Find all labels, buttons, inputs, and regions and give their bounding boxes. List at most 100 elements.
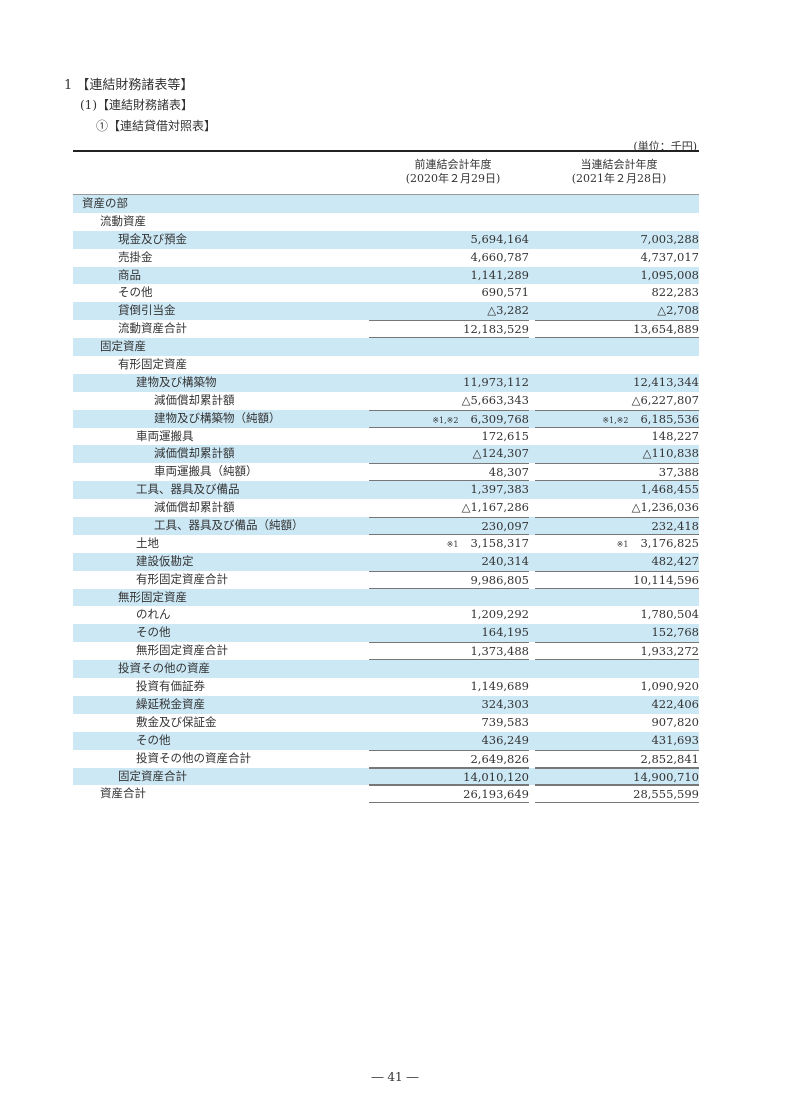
table-row: 繰延税金資産 324,303 422,406: [73, 695, 699, 714]
table-row: 工具、器具及び備品（純額） 230,097 232,418: [73, 517, 699, 535]
column-header-prev: 前連結会計年度 (2020年２月29日): [373, 158, 533, 186]
value-prev: 12,183,529: [369, 320, 529, 339]
row-label: その他: [136, 732, 171, 747]
value-curr: 1,780,504: [535, 606, 699, 624]
amount: 422,406: [651, 696, 699, 711]
value-curr: 10,114,596: [535, 570, 699, 589]
amount: △2,708: [657, 303, 699, 318]
value-curr: 1,090,920: [535, 678, 699, 696]
value-curr: 152,768: [535, 624, 699, 642]
amount: 48,307: [488, 465, 529, 480]
value-prev: 1,141,289: [369, 267, 529, 285]
value-prev: △5,663,343: [369, 392, 529, 410]
value-prev: 324,303: [369, 696, 529, 714]
amount: 1,933,272: [640, 644, 699, 659]
table-row: 流動資産合計 12,183,529 13,654,889: [73, 320, 699, 339]
value-curr: 12,413,344: [535, 374, 699, 392]
table-body: 資産の部 流動資産 現金及び預金 5,694,164 7,003,288 売掛金 4,660…: [73, 195, 699, 804]
table-row: 資産合計 26,193,649 28,555,599: [73, 785, 699, 804]
amount: 431,693: [651, 732, 699, 747]
table-row: 無形固定資産合計 1,373,488 1,933,272: [73, 642, 699, 661]
amount: △124,307: [472, 446, 529, 461]
footnote-mark: ※1: [616, 539, 629, 549]
amount: △1,236,036: [631, 500, 699, 515]
table-row: その他 436,249 431,693: [73, 731, 699, 750]
value-curr: △1,236,036: [535, 499, 699, 517]
value-prev: △1,167,286: [369, 499, 529, 517]
amount: 232,418: [651, 519, 699, 534]
page-number: ― 41 ―: [371, 1070, 419, 1084]
value-prev: 11,973,112: [369, 374, 529, 392]
value-curr: 37,388: [535, 463, 699, 482]
table-row: 車両運搬具 172,615 148,227: [73, 428, 699, 446]
amount: 1,141,289: [470, 267, 529, 282]
amount: 14,010,120: [463, 769, 529, 784]
row-label: 工具、器具及び備品: [136, 482, 240, 497]
amount: 3,158,317: [470, 535, 529, 550]
amount: △3,282: [487, 303, 529, 318]
table-row: 建物及び構築物 11,973,112 12,413,344: [73, 373, 699, 392]
footnote-mark: ※1,※2: [432, 415, 459, 425]
amount: 28,555,599: [633, 787, 699, 802]
amount: 9,986,805: [470, 572, 529, 587]
row-label: 減価償却累計額: [154, 446, 235, 461]
value-prev: [369, 660, 529, 678]
amount: 1,468,455: [640, 482, 699, 497]
value-prev: 5,694,164: [369, 231, 529, 249]
value-curr: 7,003,288: [535, 231, 699, 249]
row-label: 車両運搬具: [136, 428, 194, 443]
value-curr: [535, 338, 699, 356]
value-prev: 690,571: [369, 284, 529, 302]
value-prev: 9,986,805: [369, 570, 529, 589]
table-row: 投資有価証券 1,149,689 1,090,920: [73, 678, 699, 696]
row-label: 貸倒引当金: [118, 303, 176, 318]
amount: 1,095,008: [640, 267, 699, 282]
table-row: 減価償却累計額 △124,307 △110,838: [73, 445, 699, 464]
amount: 4,660,787: [470, 249, 529, 264]
value-prev: [369, 338, 529, 356]
amount: 3,176,825: [640, 535, 699, 550]
value-curr: 28,555,599: [535, 785, 699, 804]
column-date: (2020年２月29日): [405, 172, 501, 185]
value-prev: 230,097: [369, 517, 529, 535]
row-label: 敷金及び保証金: [136, 714, 217, 729]
amount: △110,838: [642, 446, 699, 461]
value-prev: 240,314: [369, 553, 529, 571]
unit-label: (単位：千円): [633, 140, 697, 153]
value-prev: 1,209,292: [369, 606, 529, 624]
table-row: 無形固定資産: [73, 588, 699, 607]
amount: 10,114,596: [633, 572, 699, 587]
row-label: 流動資産: [100, 213, 146, 228]
value-prev: 1,397,383: [369, 481, 529, 499]
value-prev: 164,195: [369, 624, 529, 642]
row-label: 減価償却累計額: [154, 392, 235, 407]
amount: 6,185,536: [640, 411, 699, 426]
amount: 739,583: [481, 714, 529, 729]
table-row: 固定資産合計 14,010,120 14,900,710: [73, 767, 699, 786]
amount: 12,183,529: [463, 322, 529, 337]
amount: 324,303: [481, 696, 529, 711]
balance-sheet-table: 前連結会計年度 (2020年２月29日) 当連結会計年度 (2021年２月28日…: [73, 150, 699, 804]
amount: 148,227: [651, 428, 699, 443]
row-label: 繰延税金資産: [136, 696, 205, 711]
value-curr: ※1 3,176,825: [535, 535, 699, 553]
table-row: 投資その他の資産: [73, 660, 699, 679]
table-row: 貸倒引当金 △3,282 △2,708: [73, 302, 699, 321]
value-curr: 422,406: [535, 696, 699, 714]
value-curr: [535, 195, 699, 213]
row-label: 商品: [118, 267, 141, 282]
row-label: 固定資産: [100, 339, 146, 354]
amount: 1,780,504: [640, 607, 699, 622]
amount: △1,167,286: [461, 500, 529, 515]
table-row: 建設仮勘定 240,314 482,427: [73, 552, 699, 571]
amount: 690,571: [481, 285, 529, 300]
value-curr: △2,708: [535, 302, 699, 320]
row-label: のれん: [136, 607, 171, 622]
amount: 6,309,768: [470, 411, 529, 426]
amount: 7,003,288: [640, 231, 699, 246]
table-row: 減価償却累計額 △5,663,343 △6,227,807: [73, 392, 699, 410]
value-curr: 822,283: [535, 284, 699, 302]
value-prev: 436,249: [369, 732, 529, 750]
value-prev: 14,010,120: [369, 767, 529, 786]
footnote-mark: ※1: [446, 539, 459, 549]
